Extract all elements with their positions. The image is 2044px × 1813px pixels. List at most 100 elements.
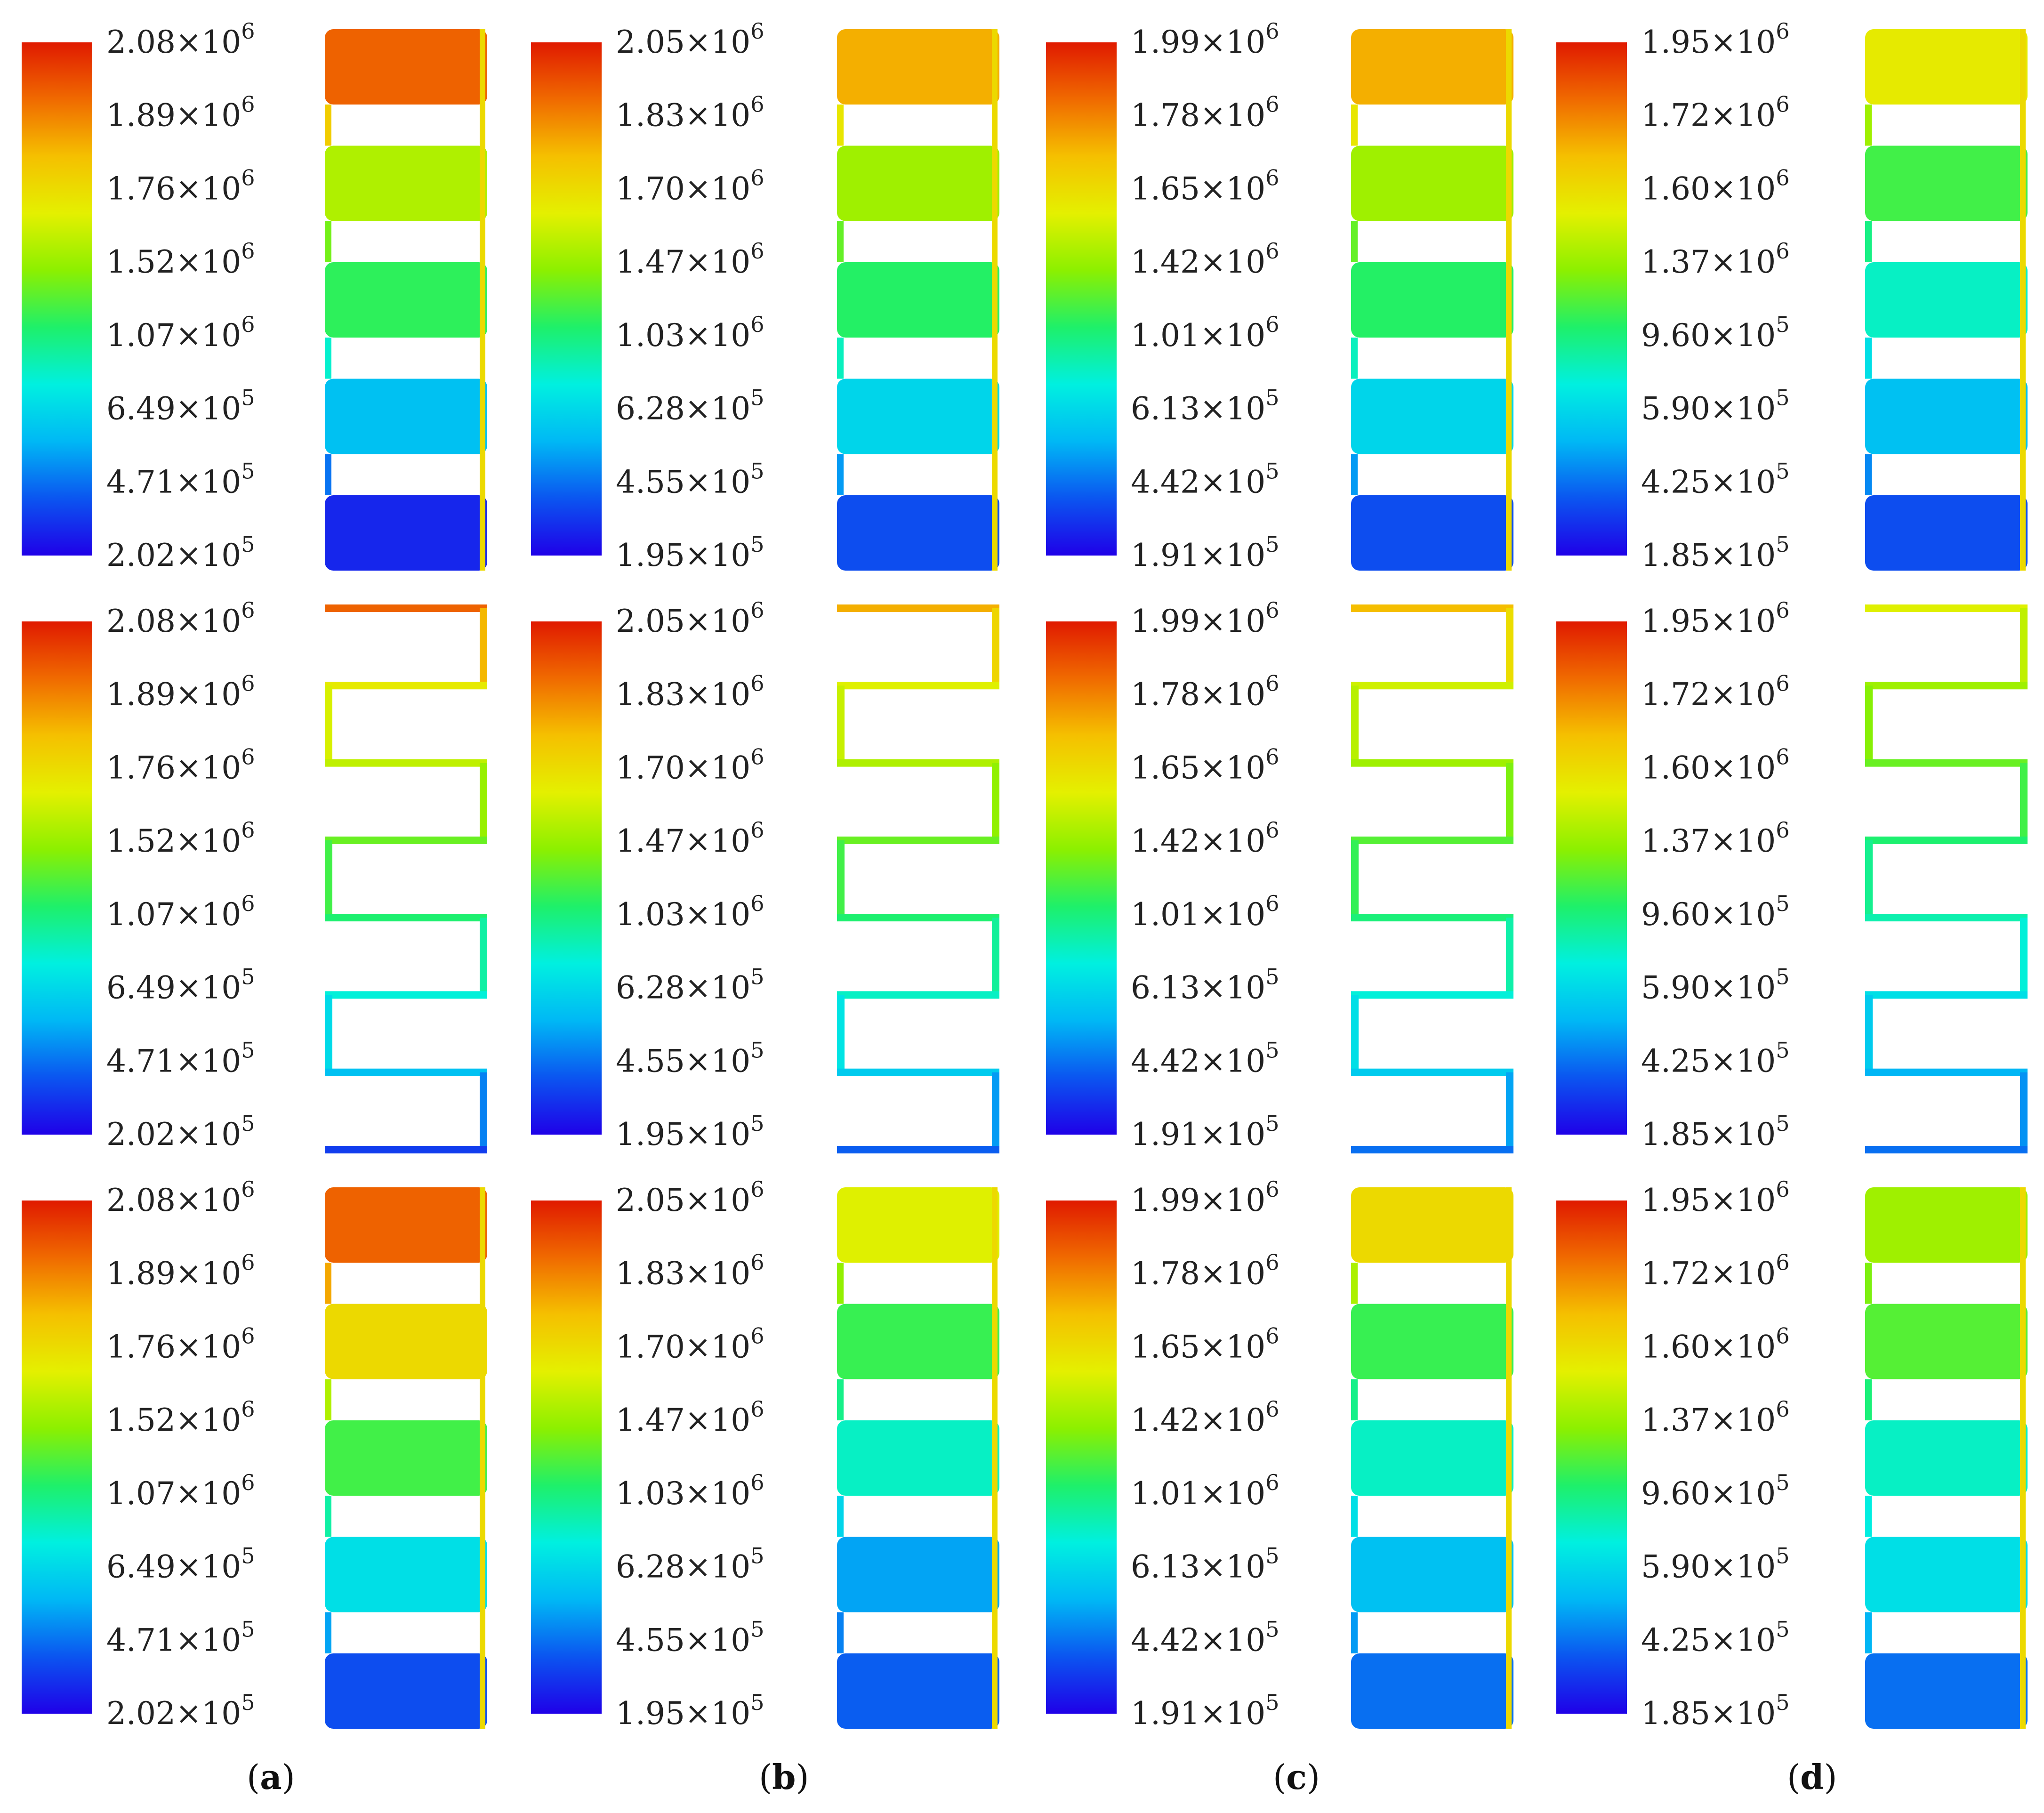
pressure-band: [325, 1653, 487, 1729]
channel-wall: [1865, 221, 1872, 262]
colorbar-tick-label: 1.37×106: [1641, 1396, 1790, 1438]
channel-wall: [1351, 1263, 1358, 1304]
channel-wall: [1351, 221, 1358, 262]
panel-d-3: 1.95×106 1.72×106 1.60×106 1.37×106 9.60×105…: [1556, 1176, 2028, 1732]
colorbar-tick-label: 1.95×105: [616, 1690, 764, 1732]
colorbar-tick-label: 1.83×106: [616, 1250, 764, 1292]
colorbar-tick-label: 1.52×106: [106, 238, 255, 280]
colorbar-tick-label: 6.13×105: [1131, 964, 1280, 1006]
channel-wall: [837, 1496, 844, 1537]
colorbar-tick-label: 9.60×105: [1641, 891, 1790, 933]
panel-grid: 2.08×106 1.89×106 1.76×106 1.52×106 1.07×106…: [22, 18, 2028, 1797]
colorbar-tick-label: 1.37×106: [1641, 817, 1790, 859]
outlet-channel: [480, 29, 485, 571]
panel-a-3: 2.08×106 1.89×106 1.76×106 1.52×106 1.07×106…: [22, 1176, 487, 1732]
colorbar-tick-label: 1.91×105: [1131, 1111, 1280, 1152]
channel-wall: [1351, 1496, 1358, 1537]
channel-wall: [1351, 1612, 1358, 1653]
column-a: 2.08×106 1.89×106 1.76×106 1.52×106 1.07×106…: [22, 18, 487, 1797]
colorbar: [22, 42, 92, 556]
colorbar: [1556, 621, 1627, 1135]
colorbar-tick-label: 1.72×106: [1641, 92, 1790, 134]
colorbar-tick-label: 9.60×105: [1641, 312, 1790, 354]
colorbar-tick-label: 1.70×106: [616, 744, 764, 786]
pressure-band: [325, 145, 487, 221]
pressure-band: [1351, 1653, 1513, 1729]
panel-a-1: 2.08×106 1.89×106 1.76×106 1.52×106 1.07×106…: [22, 18, 487, 573]
pressure-band: [325, 1187, 487, 1263]
colorbar-tick-label: 1.03×106: [616, 312, 764, 354]
colorbar-tick-label: 2.05×106: [616, 1176, 764, 1218]
colorbar-tick-label: 1.76×106: [106, 744, 255, 786]
outlet-channel: [480, 1187, 485, 1729]
pressure-band: [1351, 262, 1513, 338]
channel-wall: [325, 1379, 331, 1420]
colorbar-tick-label: 4.55×105: [616, 458, 764, 500]
colorbar-tick-label: 2.05×106: [616, 18, 764, 60]
channel-wall: [837, 1379, 844, 1420]
colorbar-tick-label: 1.70×106: [616, 1323, 764, 1365]
pressure-band: [1351, 1537, 1513, 1612]
colorbar-tick-label: 1.83×106: [616, 92, 764, 134]
colorbar-tick-label: 6.28×105: [616, 385, 764, 427]
pressure-band: [837, 1304, 999, 1379]
channel-wall: [837, 105, 844, 146]
pressure-band: [837, 262, 999, 338]
colorbar-tick-label: 1.95×105: [616, 532, 764, 573]
panel-b-3: 2.05×106 1.83×106 1.70×106 1.47×106 1.03×106…: [531, 1176, 999, 1732]
panel-c-1: 1.99×106 1.78×106 1.65×106 1.42×106 1.01×106…: [1046, 18, 1513, 573]
colorbar-tick-label: 1.91×105: [1131, 532, 1280, 573]
panel-b-1: 2.05×106 1.83×106 1.70×106 1.47×106 1.03×106…: [531, 18, 999, 573]
colorbar-tick-label: 1.72×106: [1641, 1250, 1790, 1292]
channel-wall: [1351, 1379, 1358, 1420]
colorbar-tick-label: 1.47×106: [616, 1396, 764, 1438]
channel-wall: [325, 1612, 331, 1653]
colorbar: [1556, 1201, 1627, 1714]
colorbar-tick-label: 1.89×106: [106, 92, 255, 134]
channel-wall: [1865, 1263, 1872, 1304]
panel-c-2: 1.99×106 1.78×106 1.65×106 1.42×106 1.01×106…: [1046, 597, 1513, 1153]
channel-wall: [1351, 454, 1358, 495]
panel-caption: (c): [1273, 1757, 1320, 1797]
colorbar: [1046, 621, 1117, 1135]
colorbar-tick-label: 6.49×105: [106, 385, 255, 427]
colorbar-tick-label: 1.95×105: [616, 1111, 764, 1152]
contour-image: [1351, 29, 1513, 571]
channel-wall: [1865, 454, 1872, 495]
channel-wall: [1865, 1612, 1872, 1653]
pressure-band: [1865, 29, 2028, 105]
colorbar-tick-label: 9.60×105: [1641, 1470, 1790, 1512]
colorbar-tick-label: 4.42×105: [1131, 458, 1280, 500]
colorbar: [1046, 42, 1117, 556]
colorbar-tick-label: 1.85×105: [1641, 1690, 1790, 1732]
colorbar-tick-label: 5.90×105: [1641, 1543, 1790, 1585]
colorbar-tick-label: 6.13×105: [1131, 1543, 1280, 1585]
colorbar-tick-label: 1.47×106: [616, 238, 764, 280]
contour-image: [325, 604, 487, 1153]
panel-a-2: 2.08×106 1.89×106 1.76×106 1.52×106 1.07×106…: [22, 597, 487, 1153]
channel-wall: [1865, 105, 1872, 146]
colorbar-tick-label: 1.85×105: [1641, 532, 1790, 573]
colorbar-tick-label: 6.28×105: [616, 1543, 764, 1585]
pressure-band: [1865, 1304, 2028, 1379]
colorbar-tick-label: 1.42×106: [1131, 238, 1280, 280]
colorbar-tick-label: 6.49×105: [106, 1543, 255, 1585]
pressure-band: [1351, 495, 1513, 571]
colorbar-tick-label: 2.02×105: [106, 1690, 255, 1732]
colorbar-tick-label: 4.71×105: [106, 458, 255, 500]
colorbar-tick-label: 1.89×106: [106, 1250, 255, 1292]
pressure-band: [837, 145, 999, 221]
pressure-band: [325, 1537, 487, 1612]
column-b: 2.05×106 1.83×106 1.70×106 1.47×106 1.03×106…: [531, 18, 999, 1797]
channel-wall: [325, 105, 331, 146]
outlet-channel: [1506, 1187, 1512, 1729]
pressure-band: [1865, 262, 2028, 338]
column-d: 1.95×106 1.72×106 1.60×106 1.37×106 9.60×105…: [1556, 18, 2028, 1797]
channel-wall: [325, 338, 331, 379]
pressure-band: [837, 29, 999, 105]
colorbar-tick-label: 1.72×106: [1641, 671, 1790, 713]
colorbar-tick-label: 1.03×106: [616, 891, 764, 933]
pressure-band: [1351, 1187, 1513, 1263]
colorbar-tick-label: 1.83×106: [616, 671, 764, 713]
pressure-band: [325, 495, 487, 571]
